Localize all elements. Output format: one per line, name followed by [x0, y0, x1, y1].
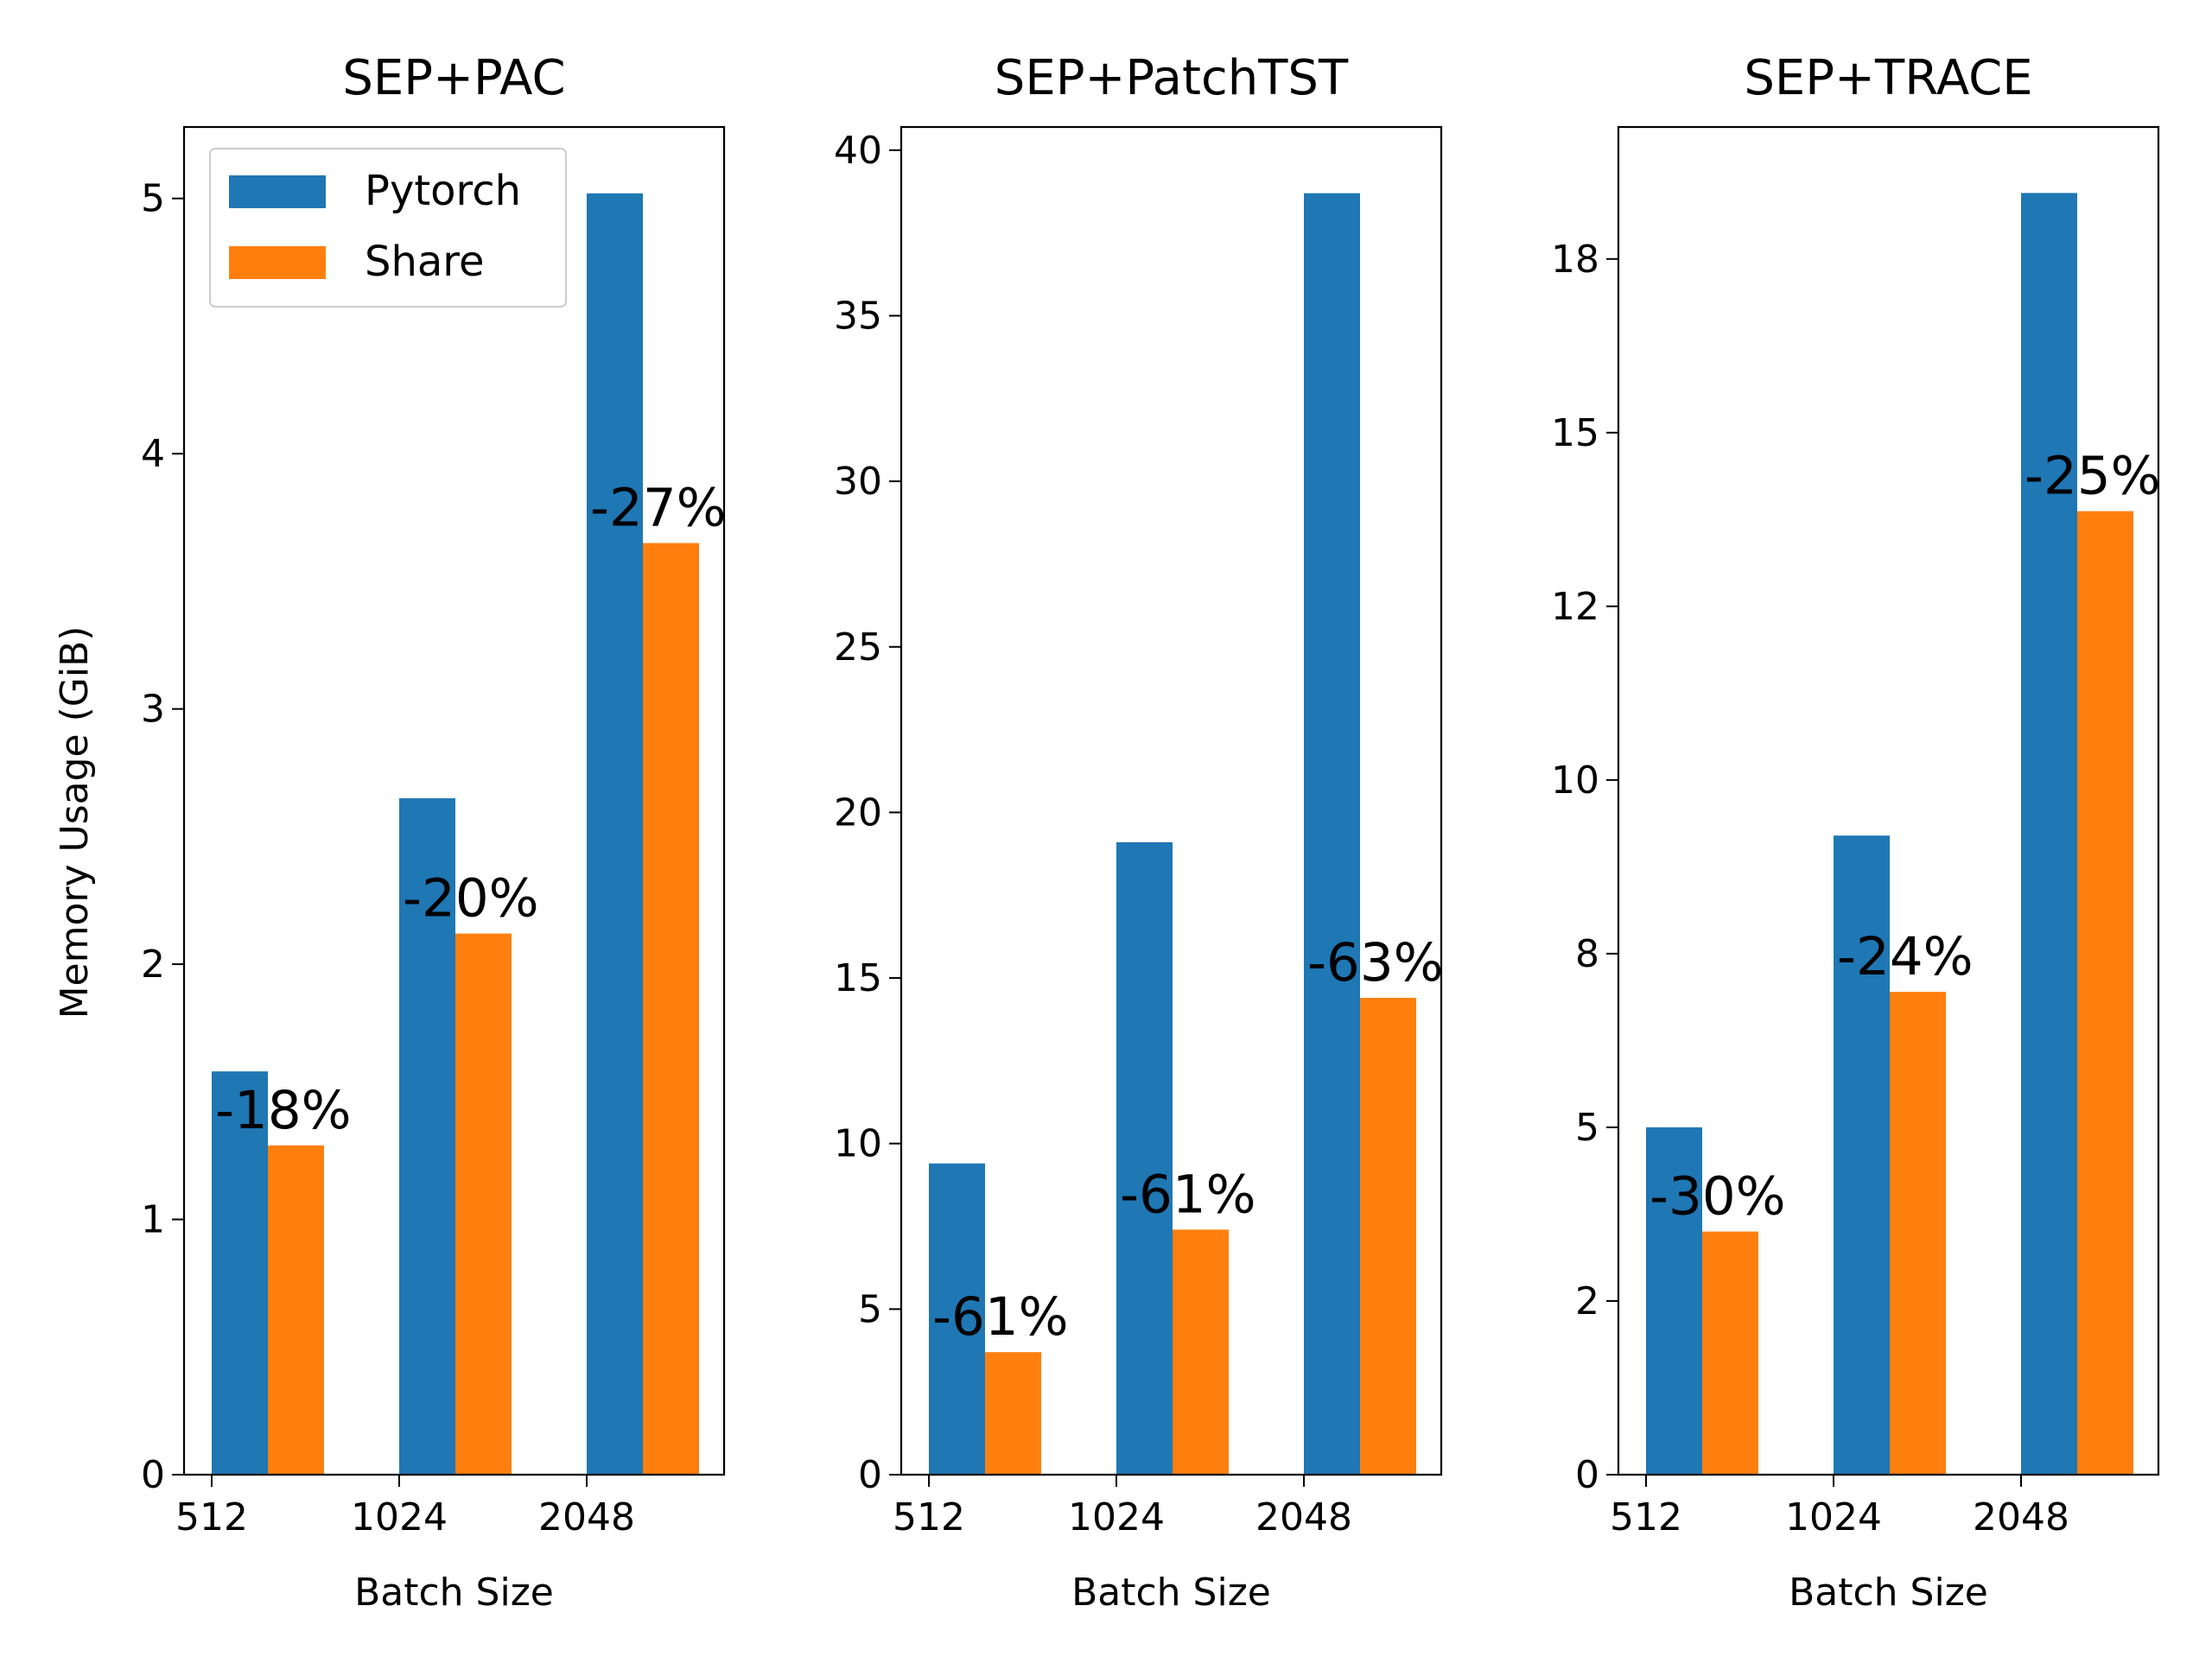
legend-label-pytorch: Pytorch	[365, 167, 521, 215]
y-axis-label: Memory Usage (GiB)	[53, 626, 97, 1019]
bar-pytorch-512	[212, 1071, 268, 1475]
y-tick-label: 20	[834, 790, 882, 835]
bar-pytorch-1024	[1834, 835, 1890, 1475]
y-tick-label: 15	[834, 956, 882, 1000]
y-tick-label: 30	[834, 460, 882, 504]
bar-share-2048	[1360, 998, 1416, 1475]
reduction-label: -25%	[2024, 446, 2161, 507]
axes-frame	[182, 125, 726, 1476]
reduction-label: -20%	[403, 868, 539, 930]
bar-share-512	[268, 1145, 324, 1475]
y-tick-label: 5	[1575, 1106, 1599, 1150]
y-tick-label: 25	[834, 625, 882, 670]
subplot-title: SEP+TRACE	[1744, 50, 2032, 106]
bar-pytorch-2048	[587, 193, 643, 1476]
y-tick-label: 35	[834, 294, 882, 338]
y-tick-label: 1	[141, 1198, 165, 1242]
axes-frame	[899, 125, 1443, 1476]
y-tick-label: 3	[141, 688, 165, 732]
x-tick-label: 2048	[1973, 1495, 2069, 1539]
x-tick-label: 1024	[1068, 1495, 1165, 1539]
y-tick-label: 40	[834, 129, 882, 173]
x-tick-label: 512	[1610, 1495, 1682, 1539]
x-axis-label: Batch Size	[1071, 1571, 1271, 1615]
y-tick-label: 18	[1551, 238, 1599, 282]
x-tick-label: 512	[175, 1495, 248, 1539]
subplot-title: SEP+PAC	[342, 50, 565, 106]
legend-label-share: Share	[365, 238, 485, 286]
bar-share-512	[985, 1352, 1041, 1475]
x-tick-label: 2048	[538, 1495, 635, 1539]
bar-share-2048	[643, 543, 699, 1476]
y-tick-label: 10	[834, 1122, 882, 1166]
y-tick-label: 12	[1551, 585, 1599, 629]
bar-pytorch-2048	[1304, 193, 1360, 1476]
reduction-label: -24%	[1837, 926, 1974, 987]
y-tick-label: 8	[1575, 932, 1599, 976]
reduction-label: -61%	[932, 1286, 1069, 1348]
bar-share-512	[1702, 1231, 1758, 1475]
reduction-label: -63%	[1307, 932, 1444, 993]
y-tick-label: 0	[141, 1453, 165, 1497]
subplot-1: -18% -20% -27% 0 1 2 3 4 5 512 1024 2048 SEP+PAC Batc…	[53, 50, 727, 1615]
y-tick-label: 0	[1575, 1453, 1599, 1497]
x-tick-label: 512	[893, 1495, 965, 1539]
legend-swatch-share	[229, 246, 326, 279]
subplot-3: -30% -24% -25% 0 2 5 8 10 12 15 18 512 1024 2048 SEP+T…	[1551, 50, 2161, 1615]
x-axis-label: Batch Size	[354, 1571, 554, 1615]
legend-swatch-pytorch	[229, 175, 326, 208]
bar-share-1024	[455, 933, 512, 1475]
x-tick-label: 1024	[351, 1495, 448, 1539]
bar-share-1024	[1890, 992, 1946, 1475]
y-tick-label: 2	[141, 943, 165, 987]
y-tick-label: 4	[141, 432, 165, 476]
y-tick-label: 5	[858, 1287, 882, 1331]
x-axis-label: Batch Size	[1789, 1571, 1988, 1615]
y-tick-label: 0	[858, 1453, 882, 1497]
subplot-title: SEP+PatchTST	[995, 50, 1349, 106]
bar-pytorch-1024	[1116, 841, 1173, 1475]
bar-pytorch-2048	[2021, 193, 2077, 1476]
bar-pytorch-512	[1646, 1127, 1702, 1475]
x-tick-label: 2048	[1255, 1495, 1352, 1539]
bar-pytorch-512	[929, 1163, 985, 1475]
axes-frame	[1617, 125, 2160, 1476]
y-tick-label: 2	[1575, 1279, 1599, 1323]
y-tick-label: 10	[1551, 759, 1599, 803]
subplot-2: -61% -61% -63% 0 5 10 15 20 25 30 35 40 512 1024 2048 S…	[834, 50, 1444, 1615]
y-tick-label: 15	[1551, 411, 1599, 455]
reduction-label: -30%	[1649, 1166, 1786, 1228]
bar-pytorch-1024	[399, 798, 455, 1475]
bar-share-2048	[2077, 511, 2133, 1475]
bar-share-1024	[1173, 1229, 1229, 1475]
reduction-label: -61%	[1120, 1164, 1256, 1225]
reduction-label: -27%	[590, 478, 727, 539]
y-tick-label: 5	[141, 177, 165, 221]
reduction-label: -18%	[215, 1080, 352, 1141]
legend: Pytorch Share	[209, 148, 567, 308]
x-tick-label: 1024	[1785, 1495, 1882, 1539]
